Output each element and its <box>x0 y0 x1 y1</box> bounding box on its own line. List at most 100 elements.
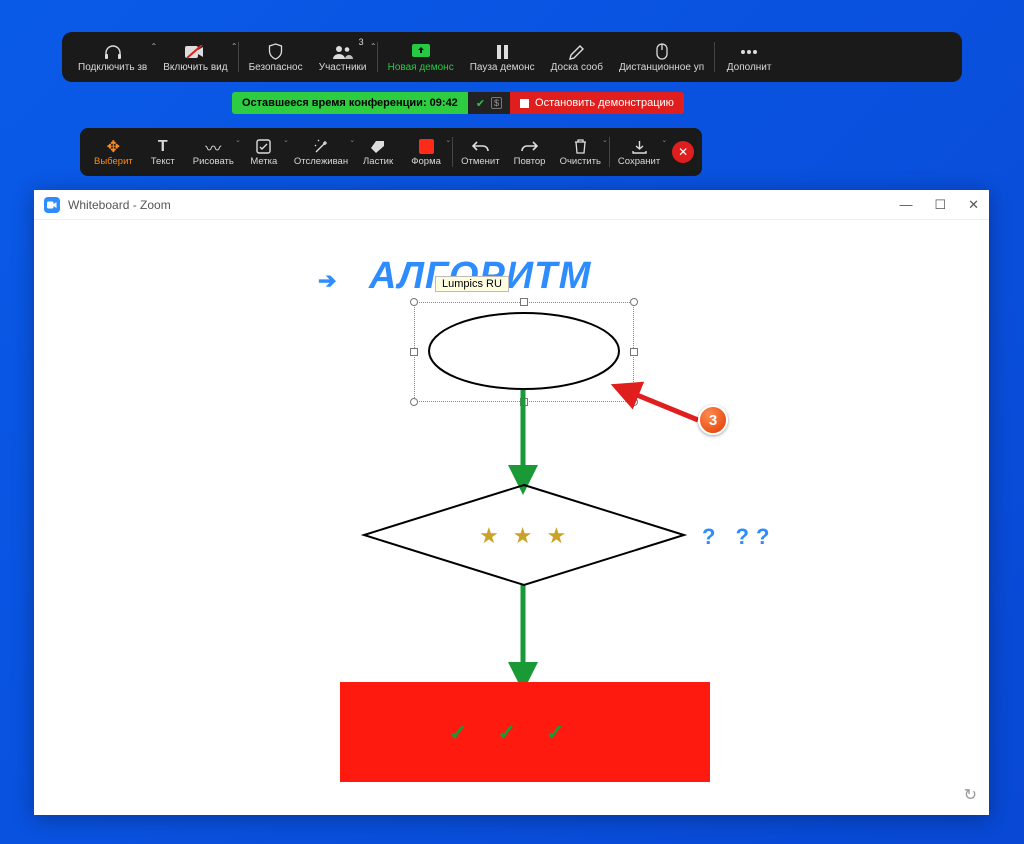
annotation-toolbar: ✥ Выберит T Текст 〰 Рисовать ⌄ Метка ⌄ О… <box>80 128 702 176</box>
toolbar-label: Безопаснос <box>249 62 303 73</box>
move-icon: ✥ <box>107 137 120 156</box>
whiteboard-canvas[interactable]: ➔ АЛГОРИТМ Lumpics RU 3 ★★★ ? ?? ✓✓✓ ↻ <box>34 220 989 815</box>
new-share-button[interactable]: Новая демонс <box>380 38 462 77</box>
security-button[interactable]: Безопаснос <box>241 38 311 77</box>
save-button[interactable]: Сохранит ⌄ <box>612 134 666 170</box>
resize-handle[interactable] <box>410 398 418 406</box>
shape-icon <box>419 137 434 156</box>
status-badges: ✔ $ <box>468 92 510 114</box>
more-button[interactable]: Дополнит <box>717 38 781 77</box>
headphones-icon <box>104 42 122 62</box>
toolbar-label: Пауза демонс <box>470 62 535 73</box>
shield-icon <box>268 42 283 62</box>
meeting-time-remaining: Оставшееся время конференции: 09:42 <box>232 92 468 114</box>
arrow-right-icon: ➔ <box>318 268 336 294</box>
participants-count: 3 <box>359 37 364 47</box>
divider <box>609 137 610 167</box>
divider <box>714 42 715 72</box>
draw-tool[interactable]: 〰 Рисовать ⌄ <box>187 134 240 170</box>
draw-icon: 〰 <box>205 137 221 156</box>
chevron-down-icon[interactable]: ⌄ <box>661 136 667 144</box>
resize-handle[interactable] <box>630 348 638 356</box>
resize-handle[interactable] <box>630 298 638 306</box>
spotlight-tool[interactable]: Отслеживан ⌄ <box>288 134 354 170</box>
pencil-icon <box>569 42 585 62</box>
check-stamps: ✓✓✓ <box>449 720 564 746</box>
camera-off-icon <box>185 42 205 62</box>
start-video-button[interactable]: Включить вид ⌃ <box>155 38 235 77</box>
divider <box>377 42 378 72</box>
chevron-up-icon[interactable]: ⌃ <box>370 42 377 51</box>
stop-label: Остановить демонстрацию <box>535 97 674 109</box>
tooltip-label: Lumpics RU <box>435 276 509 292</box>
titlebar[interactable]: Whiteboard - Zoom ― ☐ ✕ <box>34 190 989 220</box>
pause-share-button[interactable]: Пауза демонс <box>462 38 543 77</box>
tool-label: Выберит <box>94 156 133 167</box>
stamp-icon <box>256 137 271 156</box>
share-status-bar: Оставшееся время конференции: 09:42 ✔ $ … <box>232 92 684 114</box>
chevron-up-icon[interactable]: ⌃ <box>231 42 238 51</box>
redo-button[interactable]: Повтор <box>506 134 554 170</box>
tool-label: Отменит <box>461 156 499 167</box>
time-text: Оставшееся время конференции: 09:42 <box>242 97 458 109</box>
join-audio-button[interactable]: Подключить зв ⌃ <box>70 38 155 77</box>
stamp-tool[interactable]: Метка ⌄ <box>240 134 288 170</box>
stop-share-button[interactable]: Остановить демонстрацию <box>510 92 684 114</box>
more-icon <box>740 42 758 62</box>
selection-bounding-box[interactable] <box>414 302 634 402</box>
shape-tool[interactable]: Форма ⌄ <box>402 134 450 170</box>
window-title: Whiteboard - Zoom <box>68 198 171 212</box>
eraser-tool[interactable]: Ластик <box>354 134 402 170</box>
tool-label: Текст <box>151 156 175 167</box>
tool-label: Сохранит <box>618 156 660 167</box>
resize-handle[interactable] <box>410 348 418 356</box>
toolbar-label: Доска сооб <box>551 62 603 73</box>
close-toolbar-button[interactable]: ✕ <box>672 141 694 163</box>
resize-handle[interactable] <box>630 398 638 406</box>
star-stamps: ★★★ <box>479 523 566 549</box>
tool-label: Повтор <box>514 156 546 167</box>
participants-button[interactable]: Участники 3 ⌃ <box>311 38 375 77</box>
tool-label: Метка <box>250 156 277 167</box>
tool-label: Ластик <box>363 156 393 167</box>
tool-label: Очистить <box>560 156 601 167</box>
toolbar-label: Дистанционное уп <box>619 62 704 73</box>
whiteboard-window: Whiteboard - Zoom ― ☐ ✕ ➔ АЛГОРИТМ Lumpi… <box>34 190 989 815</box>
clear-button[interactable]: Очистить ⌄ <box>554 134 607 170</box>
pause-icon <box>496 42 509 62</box>
callout-number-badge: 3 <box>698 405 728 435</box>
undo-button[interactable]: Отменит <box>455 134 505 170</box>
refresh-icon[interactable]: ↻ <box>964 785 977 805</box>
maximize-button[interactable]: ☐ <box>934 197 946 213</box>
close-button[interactable]: ✕ <box>968 197 979 213</box>
chevron-down-icon[interactable]: ⌄ <box>445 136 451 144</box>
meeting-controls-toolbar: Подключить зв ⌃ Включить вид ⌃ Безопасно… <box>62 32 962 82</box>
text-icon: T <box>158 137 168 156</box>
resize-handle[interactable] <box>520 398 528 406</box>
participants-icon <box>333 42 353 62</box>
toolbar-label: Новая демонс <box>388 62 454 73</box>
text-tool[interactable]: T Текст <box>139 134 187 170</box>
chevron-down-icon[interactable]: ⌄ <box>602 136 608 144</box>
tool-label: Отслеживан <box>294 156 348 167</box>
resize-handle[interactable] <box>410 298 418 306</box>
resize-handle[interactable] <box>520 298 528 306</box>
select-tool[interactable]: ✥ Выберит <box>88 134 139 170</box>
toolbar-label: Подключить зв <box>78 62 147 73</box>
stop-icon <box>520 99 529 108</box>
share-screen-icon <box>412 42 430 62</box>
zoom-app-icon <box>44 197 60 213</box>
tool-label: Форма <box>411 156 441 167</box>
save-icon <box>632 137 647 156</box>
toolbar-label: Участники <box>319 62 367 73</box>
annotate-button[interactable]: Доска сооб <box>543 38 611 77</box>
money-badge: $ <box>491 97 502 109</box>
toolbar-label: Дополнит <box>727 62 772 73</box>
mouse-icon <box>656 42 668 62</box>
remote-control-button[interactable]: Дистанционное уп <box>611 38 712 77</box>
tool-label: Рисовать <box>193 156 234 167</box>
undo-icon <box>472 137 489 156</box>
divider <box>238 42 239 72</box>
eraser-icon <box>370 137 386 156</box>
minimize-button[interactable]: ― <box>899 197 912 213</box>
